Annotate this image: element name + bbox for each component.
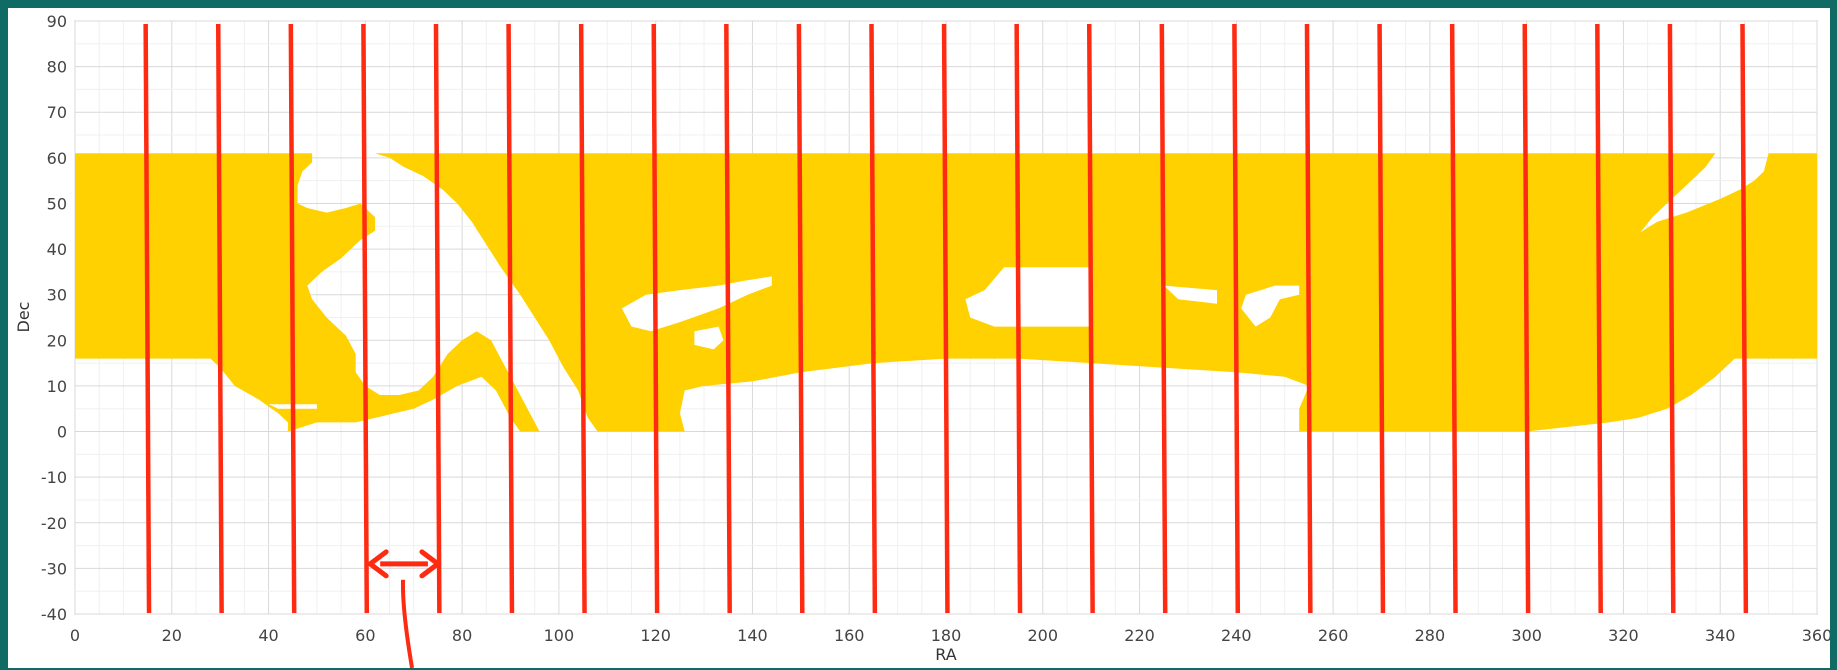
stripe-width-arrow xyxy=(367,549,441,668)
x-tick-label: 40 xyxy=(258,626,278,645)
scan-stripe-line xyxy=(143,23,152,614)
scan-stripe-line xyxy=(288,23,297,614)
scan-stripe-line xyxy=(1595,23,1603,614)
x-tick-label: 300 xyxy=(1511,626,1542,645)
scan-stripe-line xyxy=(1014,23,1023,614)
y-tick-label: 50 xyxy=(47,194,67,213)
y-tick-label: 30 xyxy=(47,286,67,305)
y-tick-label: 90 xyxy=(47,12,67,31)
scan-stripe-line xyxy=(941,23,950,614)
x-tick-label: 100 xyxy=(544,626,575,645)
coverage-gaps xyxy=(268,267,1300,409)
x-tick-label: 280 xyxy=(1415,626,1446,645)
scan-stripe-line xyxy=(1522,23,1531,614)
x-tick-label: 20 xyxy=(162,626,182,645)
scan-stripe-line xyxy=(1232,23,1241,614)
scan-stripe-line xyxy=(1086,23,1095,614)
x-tick-label: 140 xyxy=(737,626,768,645)
x-tick-label: 60 xyxy=(355,626,375,645)
scan-stripe-line xyxy=(1159,23,1168,614)
scan-stripe-line xyxy=(1667,23,1676,614)
scan-stripe-line xyxy=(361,23,370,614)
scan-stripe-line xyxy=(651,23,660,614)
coverage-gap xyxy=(694,326,724,350)
x-tick-labels: 0 20 40 60 80 100 120 140 160 180 200 220 240 260 280 3… xyxy=(70,626,1830,645)
arrow-pointer-line xyxy=(400,579,415,668)
y-tick-label: 0 xyxy=(57,423,67,442)
coverage-area xyxy=(75,153,540,432)
x-tick-label: 180 xyxy=(931,626,962,645)
scan-stripe-line xyxy=(1377,23,1386,614)
x-tick-label: 200 xyxy=(1028,626,1059,645)
x-tick-label: 240 xyxy=(1221,626,1252,645)
x-tick-label: 160 xyxy=(834,626,865,645)
scan-stripe-line xyxy=(796,23,805,614)
x-tick-label: 320 xyxy=(1608,626,1639,645)
x-tick-label: 0 xyxy=(70,626,80,645)
x-tick-label: 80 xyxy=(452,626,472,645)
scan-stripe-line xyxy=(724,23,732,614)
x-tick-label: 120 xyxy=(640,626,671,645)
y-tick-label: 10 xyxy=(47,377,67,396)
scan-stripe-line xyxy=(506,23,515,614)
scan-stripe-line xyxy=(1740,23,1749,614)
y-tick-label: -20 xyxy=(41,514,67,533)
x-tick-label: 340 xyxy=(1705,626,1736,645)
y-tick-label: -30 xyxy=(41,559,67,578)
x-tick-label: 260 xyxy=(1318,626,1349,645)
coverage-gap xyxy=(1241,285,1300,327)
y-tick-label: 70 xyxy=(47,103,67,122)
arrow-head-left xyxy=(367,549,389,579)
coverage-gap xyxy=(1163,285,1217,304)
scan-stripe-line xyxy=(869,23,878,614)
coverage-area xyxy=(1478,153,1817,432)
y-tick-label: 20 xyxy=(47,331,67,350)
plot-frame: 0 20 40 60 80 100 120 140 160 180 200 220 240 260 280 3… xyxy=(8,8,1830,668)
y-axis-label: Dec xyxy=(14,302,33,333)
x-tick-label: 220 xyxy=(1124,626,1155,645)
y-tick-label: 80 xyxy=(47,58,67,77)
y-tick-label: -10 xyxy=(41,468,67,487)
coverage-gap xyxy=(621,276,772,332)
arrow-head-right xyxy=(419,549,441,579)
scan-stripe-line xyxy=(215,23,224,614)
y-tick-label: 40 xyxy=(47,240,67,259)
scan-stripe-line xyxy=(1304,23,1313,614)
scan-stripe-line xyxy=(433,23,442,614)
scan-stripe-line xyxy=(578,23,587,614)
x-tick-label: 360 xyxy=(1802,626,1830,645)
x-axis-label: RA xyxy=(935,645,956,664)
y-tick-label: 60 xyxy=(47,149,67,168)
coverage-gap xyxy=(965,267,1092,327)
scan-stripe-line xyxy=(1449,23,1458,614)
chart: 0 20 40 60 80 100 120 140 160 180 200 220 240 260 280 3… xyxy=(14,12,1830,668)
scan-stripes xyxy=(143,23,1749,614)
y-tick-label: -40 xyxy=(41,605,67,624)
y-tick-labels: 90 80 70 60 50 40 30 20 10 0 -10 -20 -30 -40 xyxy=(41,12,67,624)
